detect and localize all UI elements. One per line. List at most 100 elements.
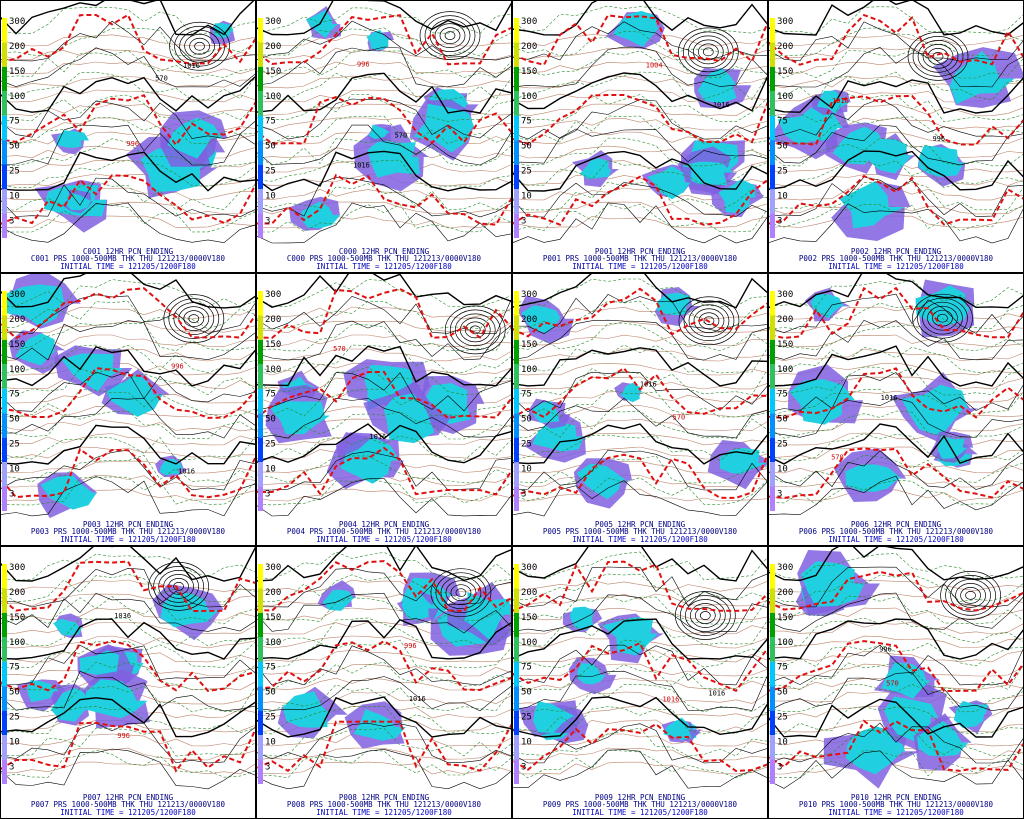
- isobar: [256, 618, 511, 660]
- isobar: [0, 47, 255, 88]
- colorbar-label: 25: [777, 440, 788, 450]
- isobar: [256, 345, 511, 387]
- isobar: [512, 480, 767, 517]
- colorbar-seg: [2, 735, 7, 760]
- colorbar-seg: [2, 140, 7, 165]
- precip: [104, 373, 163, 417]
- colorbar-label: 200: [265, 315, 281, 325]
- thickness: [0, 410, 255, 440]
- thickness: [256, 138, 511, 167]
- contour-label: 996: [932, 135, 945, 143]
- low: [444, 31, 456, 40]
- thickness: [512, 30, 767, 57]
- colorbar-seg: [514, 140, 519, 165]
- thickness-540: [256, 287, 511, 339]
- isobar: [768, 0, 1023, 36]
- border: [512, 488, 767, 502]
- contour-label: 1016: [353, 162, 370, 170]
- panel-init: INITIAL TIME = 121205/1200F180: [828, 808, 964, 817]
- colorbar-seg: [2, 413, 7, 438]
- isobar: [0, 567, 255, 608]
- isobar: [0, 618, 255, 660]
- contour-label: 996: [171, 362, 184, 370]
- colorbar-seg: [514, 437, 519, 463]
- colorbar-seg: [258, 710, 263, 736]
- low: [687, 35, 729, 69]
- colorbar-seg: [258, 164, 263, 190]
- colorbar-seg: [258, 339, 263, 365]
- colorbar-label: 300: [9, 17, 25, 27]
- colorbar-seg: [770, 66, 775, 92]
- colorbar-seg: [770, 315, 775, 340]
- isobar: [256, 202, 511, 244]
- colorbar-label: 150: [521, 67, 537, 77]
- border: [256, 579, 511, 593]
- colorbar-seg: [258, 140, 263, 165]
- colorbar-seg: [514, 686, 519, 711]
- colorbar-seg: [514, 339, 519, 365]
- colorbar-label: 75: [265, 117, 276, 127]
- thickness-540: [768, 174, 1023, 226]
- thickness-540: [512, 453, 767, 499]
- border: [0, 747, 255, 761]
- contour-label: 1016: [640, 381, 657, 389]
- thickness: [0, 454, 255, 484]
- colorbar-label: 10: [777, 465, 788, 475]
- isobar: [0, 320, 255, 361]
- contour-label: 996: [879, 645, 892, 653]
- precip: [718, 179, 756, 214]
- colorbar-seg: [770, 486, 775, 511]
- thickness: [512, 410, 767, 440]
- isobar: [0, 697, 255, 738]
- colorbar-label: 25: [9, 167, 20, 177]
- colorbar-seg: [2, 637, 7, 662]
- border: [256, 761, 511, 775]
- colorbar-label: 300: [777, 17, 793, 27]
- colorbar-label: 3: [265, 489, 270, 499]
- thickness: [256, 115, 511, 145]
- border: [768, 405, 1023, 418]
- colorbar-label: 3: [521, 216, 526, 226]
- colorbar-label: 300: [777, 563, 793, 573]
- precip: [800, 561, 865, 607]
- low: [703, 316, 715, 326]
- border: [768, 621, 1023, 635]
- colorbar-seg: [770, 437, 775, 463]
- thickness: [768, 749, 1023, 779]
- low: [454, 313, 496, 347]
- panel-subtitle: P001 PRS 1000-500MB THK THU 121213/0000V…: [543, 254, 738, 263]
- panel-title: P004 12HR PCN ENDING: [339, 520, 430, 529]
- colorbar-label: 10: [9, 465, 20, 475]
- colorbar-seg: [770, 759, 775, 784]
- colorbar-seg: [258, 364, 263, 389]
- border: [768, 418, 1023, 432]
- thickness: [768, 454, 1023, 484]
- isobar: [768, 450, 1023, 490]
- colorbar-seg: [514, 291, 519, 316]
- thickness: [256, 684, 511, 713]
- border: [0, 761, 255, 775]
- thickness: [0, 727, 255, 757]
- precip: [306, 9, 338, 38]
- isobar: [768, 319, 1023, 361]
- contour-label: 1016: [881, 394, 898, 402]
- colorbar-seg: [770, 564, 775, 589]
- isobar: [256, 46, 511, 88]
- border: [512, 733, 767, 747]
- low: [424, 15, 476, 56]
- thickness-540: [512, 366, 767, 419]
- thickness: [256, 639, 511, 669]
- panel-subtitle: P002 PRS 1000-500MB THK THU 121213/0000V…: [799, 254, 994, 263]
- isobar: [0, 449, 255, 491]
- thickness-540: [768, 367, 1023, 420]
- thickness: [768, 6, 1023, 35]
- border: [512, 216, 767, 229]
- isobar: [0, 100, 255, 139]
- panel: 1016 570 300 200 150 100 75 50 25 10 3 P005 12HR PC…: [512, 273, 768, 546]
- colorbar-label: 10: [265, 192, 276, 202]
- panel-init: INITIAL TIME = 121205/1200F180: [316, 535, 452, 544]
- colorbar-seg: [2, 661, 7, 687]
- panel-subtitle: P010 PRS 1000-500MB THK THU 121213/0000V…: [799, 800, 994, 809]
- colorbar-seg: [770, 42, 775, 67]
- colorbar-label: 300: [777, 290, 793, 300]
